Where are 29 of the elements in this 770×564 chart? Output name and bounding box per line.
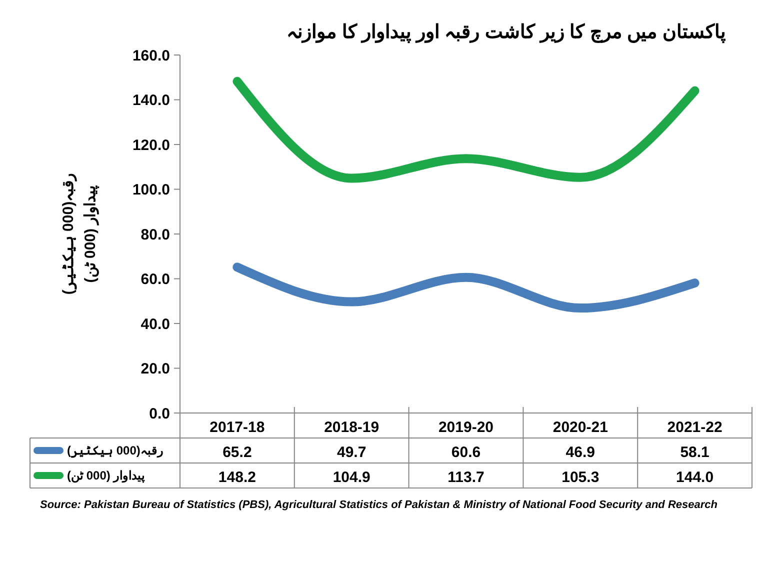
chart-title: پاکستان میں مرچ کا زیر کاشت رقبہ اور پیداوار کا موازنہ [286,22,726,43]
y-tick-label: 20.0 [140,360,170,378]
data-label: 46.9 [566,444,595,461]
data-label: 104.9 [332,468,370,486]
y-tick-label: 0.0 [149,405,170,422]
y-tick-label: 100.0 [132,182,170,198]
legend-label: پیداوار (000 ٹن) [67,468,146,484]
data-label: 144.0 [676,468,714,486]
data-label: 105.3 [562,468,600,486]
data-label: 60.6 [451,444,481,461]
y-axis-title: رقبہ(000 ہیکٹیر) پیداوار (000 ٹن) [60,173,100,295]
y-tick-label: 40.0 [140,316,170,333]
y-tick-label: 60.0 [140,271,170,288]
x-tick-label: 2017-18 [210,418,265,436]
y-tick-label: 140.0 [132,92,170,109]
x-tick-label: 2020-21 [552,418,608,436]
y-tick-label: 120.0 [132,136,170,154]
x-tick-label: 2021-22 [667,418,722,436]
x-tick-label: 2019-20 [438,418,494,436]
data-label: 113.7 [448,468,484,486]
data-label: 58.1 [680,444,710,461]
source-note: Source: Pakistan Bureau of Statistics (PBS), Agricultural Statistics of Pakistan & Ministry of National Food Security and Research [40,499,718,511]
data-label: 49.7 [337,444,366,461]
y-tick-label: 80.0 [140,226,170,244]
data-label: 148.2 [218,468,256,486]
legend-label: رقبہ(000 ہیکٹیر) [67,444,164,459]
x-tick-label: 2018-19 [324,418,380,436]
y-tick-label: 160.0 [132,47,170,64]
data-label: 65.2 [222,444,252,461]
